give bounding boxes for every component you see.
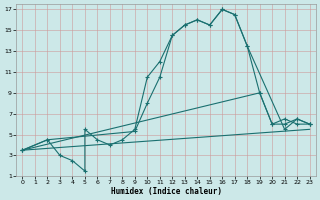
X-axis label: Humidex (Indice chaleur): Humidex (Indice chaleur) (110, 187, 221, 196)
